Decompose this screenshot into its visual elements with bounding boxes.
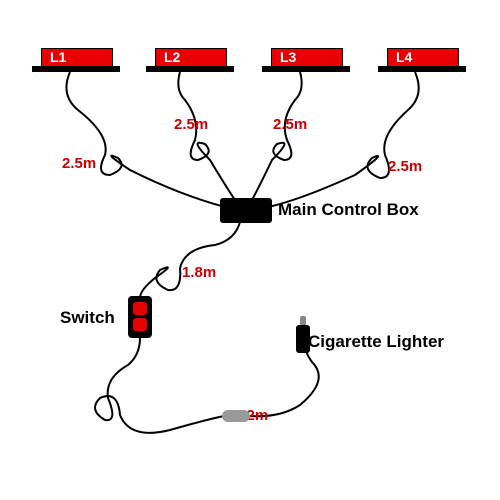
light-l2-label: L2 (164, 49, 180, 65)
light-l1-label: L1 (50, 49, 66, 65)
lighter-label: Cigarette Lighter (308, 332, 444, 352)
control-box (220, 198, 272, 223)
wire-box-switch (140, 222, 240, 298)
wire-label-l1: 2.5m (62, 155, 96, 172)
wire-label-box-switch: 1.8m (182, 264, 216, 281)
wire-switch-connector (95, 338, 224, 433)
switch-button-top (133, 302, 147, 315)
light-l4-label: L4 (396, 49, 412, 65)
control-box-label: Main Control Box (278, 200, 419, 220)
switch-label: Switch (60, 308, 115, 328)
wiring-svg (0, 0, 500, 500)
switch-button-bottom (133, 318, 147, 331)
connector (222, 410, 250, 422)
wire-label-l4: 2.5m (388, 158, 422, 175)
light-l3-label: L3 (280, 49, 296, 65)
wire-l4 (268, 72, 419, 207)
wire-l2 (178, 72, 235, 200)
wire-l1 (66, 72, 225, 207)
wire-label-l2: 2.5m (174, 116, 208, 133)
wire-label-l3: 2.5m (273, 116, 307, 133)
switch (128, 296, 152, 338)
wire-l3 (252, 72, 302, 200)
